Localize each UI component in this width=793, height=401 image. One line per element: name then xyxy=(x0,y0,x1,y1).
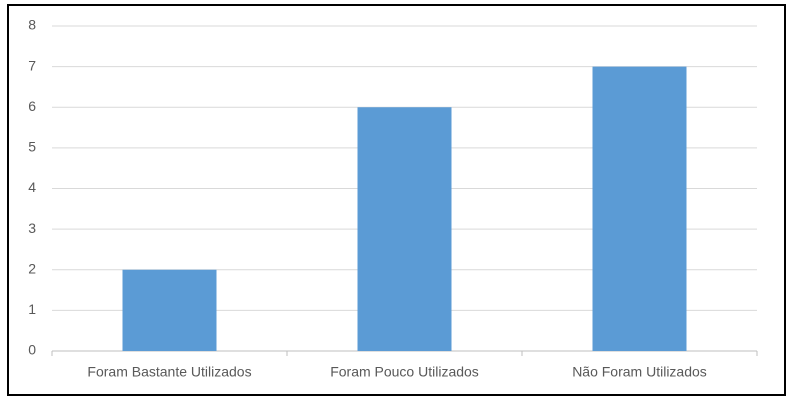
y-tick-label: 5 xyxy=(28,139,36,155)
y-tick-label: 6 xyxy=(28,98,36,114)
bar xyxy=(357,107,452,351)
y-tick-label: 3 xyxy=(28,220,36,236)
y-tick-label: 4 xyxy=(28,179,36,195)
x-tick-label: Foram Bastante Utilizados xyxy=(87,364,251,380)
y-tick-label: 1 xyxy=(28,301,36,317)
y-tick-label: 8 xyxy=(28,17,36,33)
bar xyxy=(122,269,217,351)
y-tick-label: 0 xyxy=(28,342,36,358)
y-tick-label: 2 xyxy=(28,260,36,276)
x-tick-label: Foram Pouco Utilizados xyxy=(330,364,479,380)
y-tick-label: 7 xyxy=(28,57,36,73)
x-tick-label: Não Foram Utilizados xyxy=(572,364,707,380)
bar xyxy=(592,66,687,351)
